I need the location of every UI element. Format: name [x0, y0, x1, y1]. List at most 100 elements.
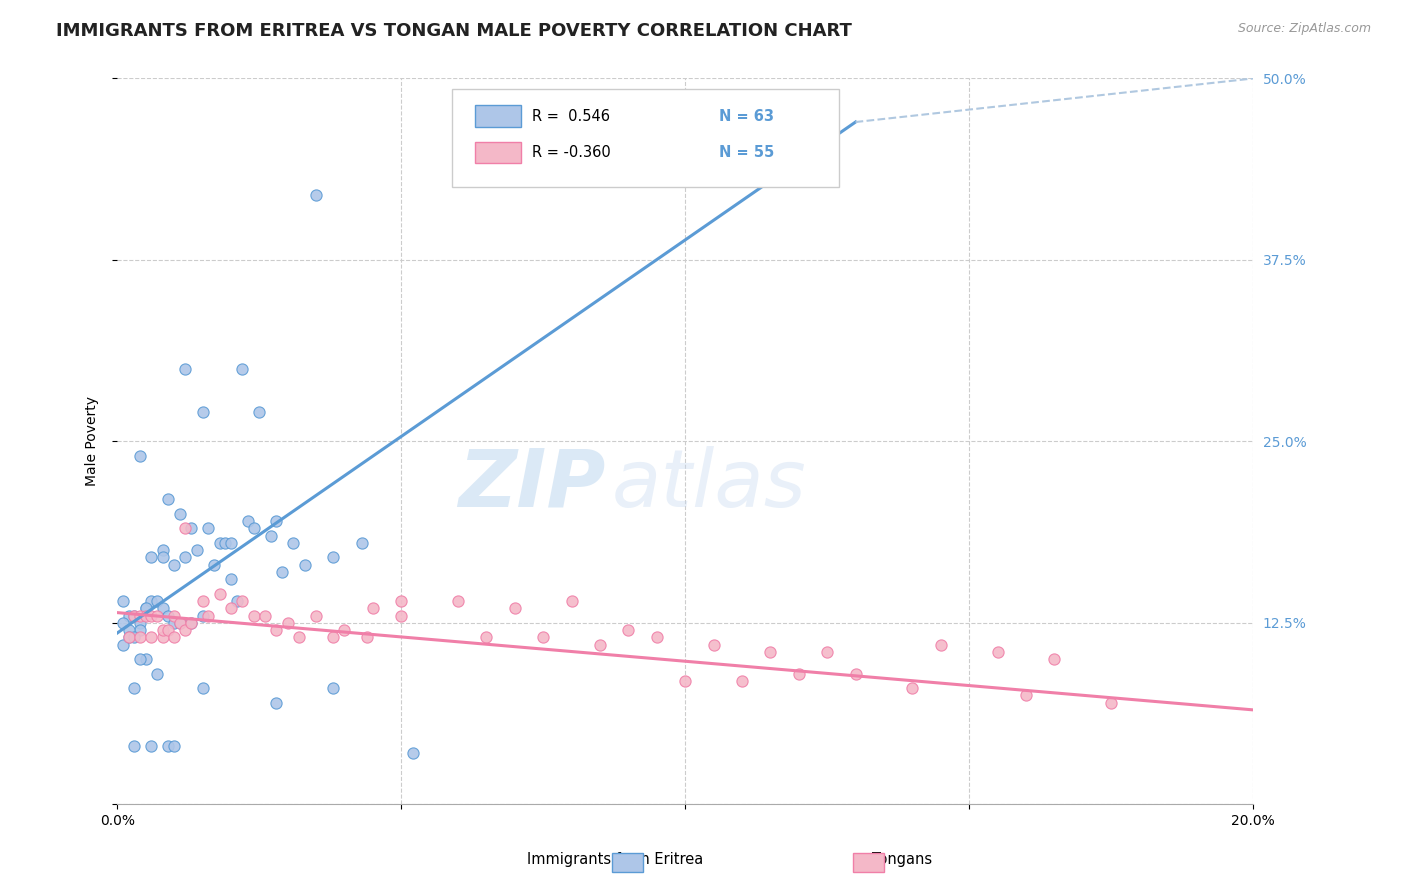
Point [152, 550, 174, 565]
Point [350, 536, 373, 550]
Point [242, 521, 264, 535]
Point [815, 645, 838, 659]
Point [561, 594, 583, 608]
Point [135, 601, 157, 615]
Point [645, 630, 668, 644]
Point [163, 615, 186, 630]
Point [266, 514, 288, 528]
Text: Source: ZipAtlas.com: Source: ZipAtlas.com [1237, 22, 1371, 36]
Text: N = 55: N = 55 [720, 145, 775, 160]
Point [271, 565, 294, 579]
Point [112, 638, 135, 652]
Point [986, 645, 1008, 659]
Point [322, 550, 344, 565]
Point [146, 608, 169, 623]
Point [163, 630, 186, 644]
Point [174, 361, 197, 376]
Point [141, 608, 163, 623]
Point [118, 623, 141, 637]
Point [322, 681, 344, 695]
Point [124, 630, 146, 644]
Point [447, 594, 470, 608]
Point [124, 681, 146, 695]
Point [617, 623, 640, 637]
Point [124, 739, 146, 754]
Point [191, 405, 214, 419]
Point [322, 630, 344, 644]
Point [236, 514, 259, 528]
Point [231, 594, 253, 608]
Point [845, 666, 868, 681]
Point [288, 630, 311, 644]
Text: atlas: atlas [612, 446, 806, 524]
Point [112, 615, 135, 630]
Point [163, 608, 186, 623]
Point [174, 550, 197, 565]
Point [503, 601, 526, 615]
Point [277, 615, 299, 630]
Point [157, 608, 180, 623]
Point [118, 630, 141, 644]
Point [787, 666, 810, 681]
Point [673, 673, 696, 688]
Text: R = -0.360: R = -0.360 [531, 145, 610, 160]
Text: ZIP: ZIP [458, 446, 606, 524]
Point [389, 608, 412, 623]
Point [157, 623, 180, 637]
Point [129, 630, 152, 644]
Point [197, 521, 219, 535]
Point [141, 630, 163, 644]
Point [180, 521, 202, 535]
Point [305, 608, 328, 623]
Point [169, 615, 191, 630]
FancyBboxPatch shape [475, 105, 520, 127]
FancyBboxPatch shape [475, 142, 520, 163]
Point [202, 558, 225, 572]
Point [1043, 652, 1066, 666]
Point [283, 536, 305, 550]
Point [589, 638, 612, 652]
Point [180, 615, 202, 630]
Point [152, 543, 174, 558]
Point [174, 623, 197, 637]
Point [186, 543, 208, 558]
Point [129, 449, 152, 463]
Point [135, 608, 157, 623]
Text: Tongans: Tongans [872, 852, 932, 867]
Point [163, 558, 186, 572]
Point [157, 492, 180, 507]
Point [152, 623, 174, 637]
Point [225, 594, 247, 608]
Point [191, 681, 214, 695]
Point [141, 594, 163, 608]
Text: IMMIGRANTS FROM ERITREA VS TONGAN MALE POVERTY CORRELATION CHART: IMMIGRANTS FROM ERITREA VS TONGAN MALE P… [56, 22, 852, 40]
Point [129, 608, 152, 623]
Point [731, 673, 754, 688]
Point [191, 608, 214, 623]
Point [759, 645, 782, 659]
Point [118, 630, 141, 644]
Point [247, 405, 270, 419]
Point [356, 630, 378, 644]
Point [253, 608, 276, 623]
Point [266, 623, 288, 637]
Point [389, 594, 412, 608]
Point [174, 521, 197, 535]
Point [231, 361, 253, 376]
Point [118, 608, 141, 623]
Point [703, 638, 725, 652]
Point [124, 608, 146, 623]
Point [124, 608, 146, 623]
Point [1099, 696, 1122, 710]
Point [112, 594, 135, 608]
Point [901, 681, 924, 695]
Point [219, 601, 242, 615]
Point [219, 572, 242, 586]
Point [260, 529, 283, 543]
Point [157, 739, 180, 754]
Point [531, 630, 554, 644]
Point [361, 601, 384, 615]
Point [333, 623, 356, 637]
Point [135, 601, 157, 615]
Text: R =  0.546: R = 0.546 [531, 109, 610, 124]
